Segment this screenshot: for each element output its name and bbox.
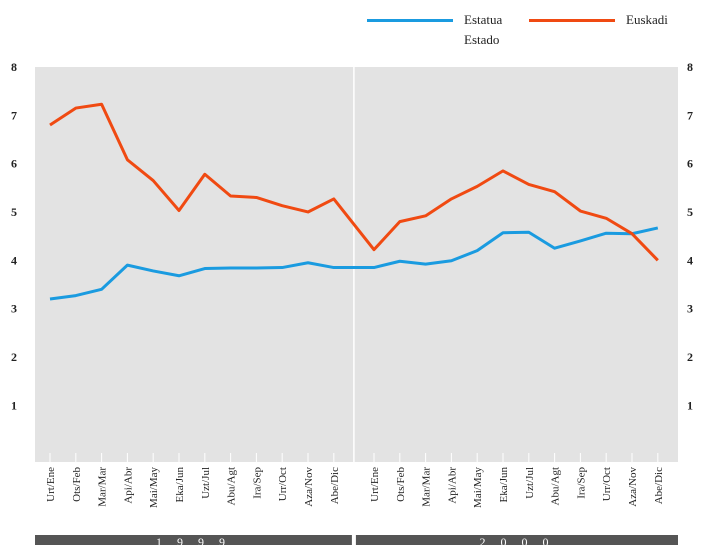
y-tick-label: 7 [11,108,17,122]
y-tick-label: 8 [11,60,17,74]
legend-label: Euskadi [626,12,668,27]
y2-tick-label: 7 [687,108,693,122]
x-tick-label: Api/Abr [122,467,134,504]
y-tick-label: 5 [11,205,17,219]
y2-tick-label: 3 [687,302,693,316]
y2-tick-label: 8 [687,60,693,74]
y2-tick-label: 4 [687,253,693,267]
x-tick-label: Abu/Agt [226,467,238,506]
plot-area [35,67,678,462]
year-band [355,535,678,545]
x-tick-label: Ots/Feb [71,467,83,502]
y-tick-label: 4 [11,253,17,267]
series-line [49,102,659,262]
y2-tick-label: 6 [687,157,693,171]
series-line [49,226,659,301]
x-tick-label: Mar/Mar [421,467,433,507]
year-band [35,535,352,545]
y-tick-label: 3 [11,302,17,316]
x-tick-label: Ira/Sep [575,467,587,499]
x-tick-label: Uzt/Jul [200,467,212,499]
y-tick-label: 6 [11,157,17,171]
x-tick-label: Urr/Oct [601,467,613,501]
x-tick-label: Aza/Nov [303,467,315,507]
x-tick-label: Eka/Jun [174,467,186,503]
x-tick-label: Urr/Oct [277,467,289,501]
x-tick-label: Urt/Ene [369,467,381,502]
year-label: 2 0 0 0 [479,535,554,545]
y2-tick-label: 5 [687,205,693,219]
y-tick-label: 1 [11,398,17,412]
legend-label: Estatua Estado [464,12,503,47]
x-tick-label: Eka/Jun [498,467,510,503]
x-tick-label: Api/Abr [446,467,458,504]
x-tick-label: Abe/Dic [329,467,341,504]
y2-tick-label: 2 [687,350,693,364]
x-tick-label: Urt/Ene [45,467,57,502]
x-tick-label: Abu/Agt [550,467,562,506]
x-tick-label: Ots/Feb [395,467,407,502]
x-tick-label: Aza/Nov [627,467,639,507]
legend-swatch [367,19,453,22]
x-tick-label: Mar/Mar [97,467,109,507]
x-tick-label: Mai/May [148,467,160,508]
x-tick-label: Ira/Sep [251,467,263,499]
x-tick-label: Abe/Dic [653,467,665,504]
year-label: 1 9 9 9 [156,535,231,545]
y-tick-label: 2 [11,350,17,364]
y2-tick-label: 1 [687,398,693,412]
legend-swatch [529,19,615,22]
x-tick-label: Uzt/Jul [524,467,536,499]
x-tick-label: Mai/May [472,467,484,508]
